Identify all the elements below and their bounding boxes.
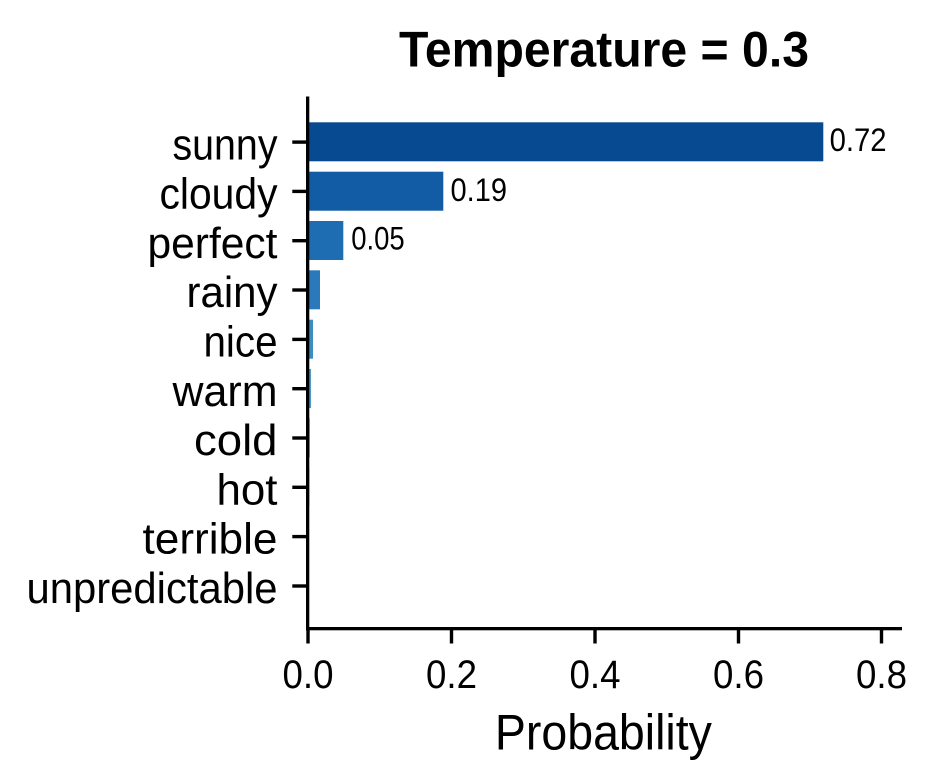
svg-text:terrible: terrible: [143, 515, 278, 564]
svg-text:0.2: 0.2: [426, 653, 477, 697]
svg-text:0.4: 0.4: [570, 653, 621, 697]
svg-text:0.6: 0.6: [713, 653, 764, 697]
svg-text:sunny: sunny: [173, 120, 278, 169]
svg-text:0.0: 0.0: [283, 653, 334, 697]
svg-text:0.8: 0.8: [856, 653, 907, 697]
svg-text:0.72: 0.72: [830, 122, 887, 158]
svg-text:Probability: Probability: [495, 705, 712, 761]
svg-text:warm: warm: [172, 367, 278, 416]
svg-text:0.19: 0.19: [451, 172, 508, 208]
svg-text:cloudy: cloudy: [160, 170, 278, 219]
svg-text:rainy: rainy: [187, 268, 278, 317]
svg-text:0.05: 0.05: [351, 221, 405, 257]
svg-text:perfect: perfect: [148, 219, 278, 268]
svg-text:Temperature = 0.3: Temperature = 0.3: [399, 21, 809, 78]
svg-text:cold: cold: [194, 416, 278, 465]
svg-text:unpredictable: unpredictable: [27, 564, 278, 613]
svg-text:hot: hot: [217, 465, 278, 514]
svg-text:nice: nice: [204, 318, 278, 367]
